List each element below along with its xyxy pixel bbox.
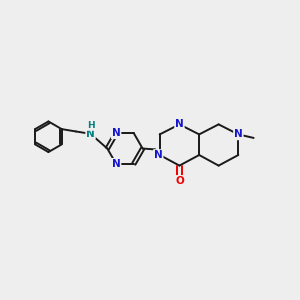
Text: N: N <box>112 159 121 169</box>
Text: N: N <box>234 129 243 140</box>
Text: H: H <box>87 121 94 130</box>
Text: O: O <box>175 176 184 186</box>
Text: N: N <box>86 129 95 139</box>
Text: N: N <box>154 150 163 160</box>
Text: N: N <box>175 119 184 129</box>
Text: N: N <box>112 128 121 138</box>
